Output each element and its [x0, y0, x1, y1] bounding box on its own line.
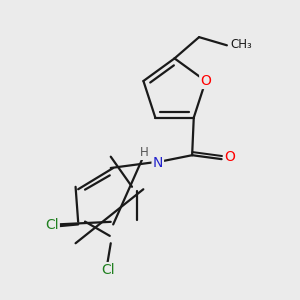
Text: O: O — [224, 151, 235, 164]
Text: H: H — [140, 146, 149, 159]
Text: CH₃: CH₃ — [231, 38, 253, 51]
Text: N: N — [153, 156, 163, 170]
Text: Cl: Cl — [101, 263, 115, 277]
Text: Cl: Cl — [45, 218, 59, 233]
Text: O: O — [200, 74, 211, 88]
